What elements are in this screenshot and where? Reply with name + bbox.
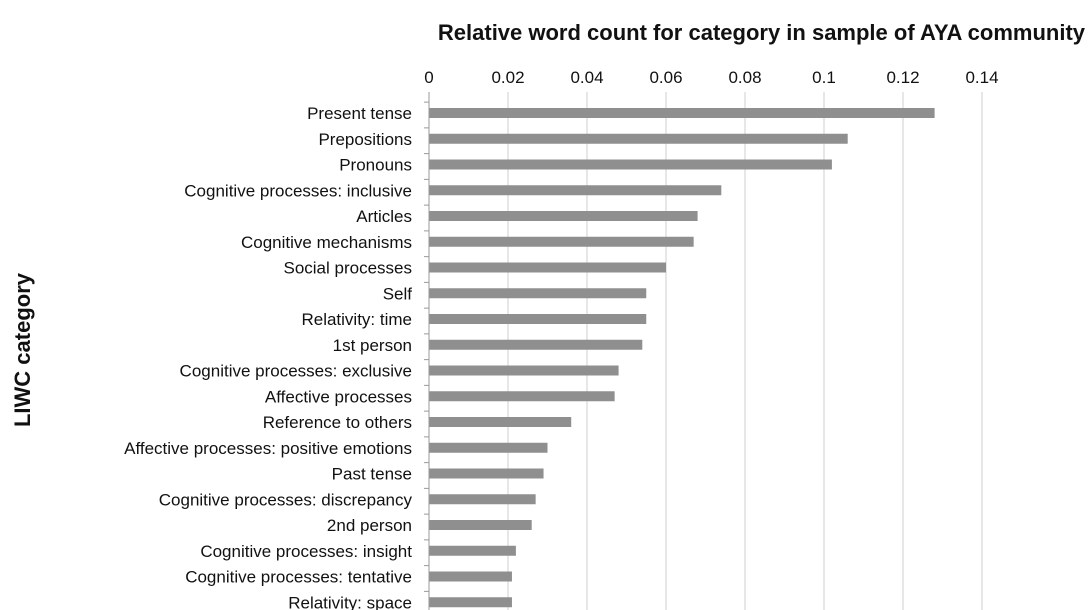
bar <box>429 442 548 453</box>
category-label: Self <box>383 284 413 303</box>
bar <box>429 185 722 196</box>
category-label: Present tense <box>307 104 412 123</box>
category-label: 1st person <box>333 336 412 355</box>
category-label: Cognitive processes: tentative <box>185 568 412 587</box>
x-axis-ticks: 0 0.02 0.04 0.06 0.08 0.1 0.12 0.14 <box>424 68 998 87</box>
bar <box>429 236 694 247</box>
bar <box>429 545 516 556</box>
gridlines <box>424 92 983 610</box>
bar <box>429 211 698 221</box>
category-label: Cognitive processes: discrepancy <box>159 490 413 509</box>
bar <box>429 262 666 273</box>
x-tick-label: 0.02 <box>491 68 524 87</box>
category-label: Relativity: space <box>288 593 412 610</box>
x-tick-label: 0.04 <box>570 68 603 87</box>
x-tick-label: 0.08 <box>728 68 761 87</box>
x-tick-label: 0 <box>424 68 433 87</box>
category-label: Cognitive processes: insight <box>200 542 412 561</box>
bar <box>429 391 615 402</box>
category-label: Affective processes: positive emotions <box>124 439 412 458</box>
category-label: Pronouns <box>339 156 412 175</box>
x-tick-label: 0.1 <box>812 68 836 87</box>
bar <box>429 159 832 170</box>
bar <box>429 494 536 505</box>
category-label: Articles <box>356 207 412 226</box>
chart-title: Relative word count for category in samp… <box>438 20 1086 45</box>
x-tick-label: 0.12 <box>886 68 919 87</box>
bar <box>429 468 544 479</box>
y-axis-title: LIWC category <box>10 272 35 427</box>
bar <box>429 417 572 427</box>
category-label: Cognitive processes: exclusive <box>180 362 412 381</box>
bar <box>429 597 512 608</box>
bar <box>429 365 619 376</box>
bars <box>429 108 935 608</box>
category-label: Affective processes <box>265 387 412 406</box>
bar <box>429 108 935 118</box>
category-labels: Present tense Prepositions Pronouns Cogniti… <box>124 104 412 610</box>
category-label: Past tense <box>332 465 412 484</box>
category-label: Prepositions <box>318 130 412 149</box>
bar <box>429 288 647 299</box>
category-label: Social processes <box>283 259 412 278</box>
x-tick-label: 0.06 <box>649 68 682 87</box>
category-label: 2nd person <box>327 516 412 535</box>
category-label: Relativity: time <box>301 310 412 329</box>
category-label: Cognitive mechanisms <box>241 233 412 252</box>
category-label: Reference to others <box>263 413 412 432</box>
bar <box>429 133 848 144</box>
bar <box>429 520 532 530</box>
bar <box>429 571 512 582</box>
bar <box>429 339 643 350</box>
x-tick-label: 0.14 <box>965 68 998 87</box>
category-label: Cognitive processes: inclusive <box>184 181 412 200</box>
bar <box>429 314 647 324</box>
